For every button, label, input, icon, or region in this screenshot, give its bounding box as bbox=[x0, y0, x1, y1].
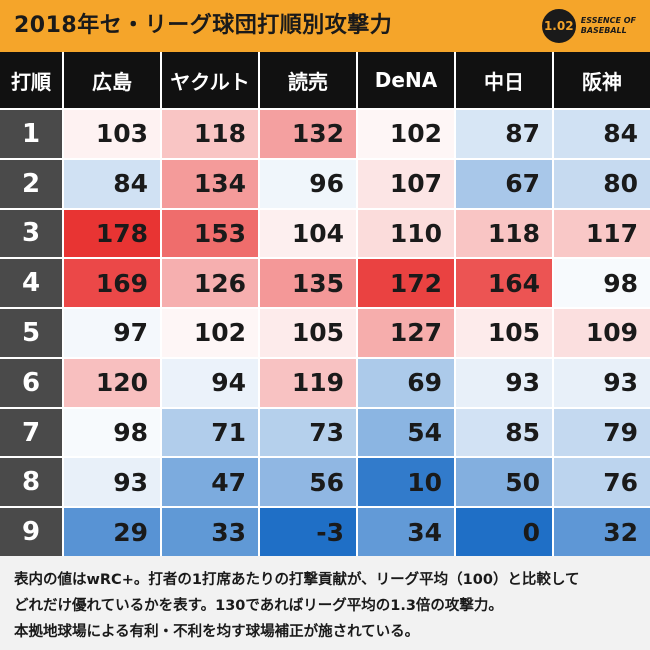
heatmap-cell: 102 bbox=[358, 110, 454, 158]
heatmap-cell: 105 bbox=[456, 309, 552, 357]
heatmap-cell: 164 bbox=[456, 259, 552, 308]
heatmap-cell: 97 bbox=[64, 309, 160, 357]
logo-text: ESSENCE OF BASEBALL bbox=[581, 16, 636, 36]
logo-line-1: ESSENCE OF bbox=[580, 16, 636, 25]
heatmap-cell: 120 bbox=[64, 358, 160, 407]
heatmap-cell: 102 bbox=[162, 309, 258, 357]
heatmap-cell: 67 bbox=[456, 159, 552, 208]
heatmap-cell: 76 bbox=[554, 458, 650, 507]
heatmap-cell: 117 bbox=[554, 209, 650, 258]
heatmap-cell: -3 bbox=[260, 508, 356, 556]
heatmap-cell: 107 bbox=[358, 159, 454, 208]
heatmap-cell: 93 bbox=[64, 458, 160, 507]
heatmap-cell: 104 bbox=[260, 209, 356, 258]
heatmap-cell: 54 bbox=[358, 408, 454, 457]
heatmap-cell: 79 bbox=[554, 408, 650, 457]
heatmap-cell: 69 bbox=[358, 358, 454, 407]
heatmap-cell: 172 bbox=[358, 259, 454, 308]
heatmap-cell: 50 bbox=[456, 458, 552, 507]
row-header: 5 bbox=[0, 309, 62, 357]
chart-title: 2018年セ・リーグ球団打順別攻撃力 bbox=[14, 13, 393, 38]
logo: 1.02 ESSENCE OF BASEBALL bbox=[541, 9, 636, 43]
logo-badge: 1.02 bbox=[541, 9, 576, 43]
row-header: 6 bbox=[0, 358, 62, 407]
heatmap-cell: 118 bbox=[456, 209, 552, 258]
footer-line-1: 表内の値はwRC+。打者の1打席あたりの打撃貢献が、リーグ平均（100）と比較し… bbox=[14, 572, 580, 588]
heatmap-cell: 132 bbox=[260, 110, 356, 158]
column-header: DeNA bbox=[358, 52, 454, 108]
heatmap-cell: 0 bbox=[456, 508, 552, 556]
heatmap-cell: 105 bbox=[260, 309, 356, 357]
heatmap-cell: 32 bbox=[554, 508, 650, 556]
row-header: 9 bbox=[0, 508, 62, 556]
column-header: 阪神 bbox=[554, 52, 650, 108]
heatmap-cell: 169 bbox=[64, 259, 160, 308]
heatmap-cell: 56 bbox=[260, 458, 356, 507]
heatmap-cell: 71 bbox=[162, 408, 258, 457]
heatmap-cell: 103 bbox=[64, 110, 160, 158]
heatmap-cell: 29 bbox=[64, 508, 160, 556]
heatmap-cell: 98 bbox=[554, 259, 650, 308]
heatmap-cell: 119 bbox=[260, 358, 356, 407]
heatmap-cell: 96 bbox=[260, 159, 356, 208]
heatmap-cell: 87 bbox=[456, 110, 552, 158]
column-header: 中日 bbox=[456, 52, 552, 108]
heatmap-cell: 33 bbox=[162, 508, 258, 556]
footer-line-2: どれだけ優れているかを表す。130であればリーグ平均の1.3倍の攻撃力。 bbox=[14, 598, 503, 614]
column-header: ヤクルト bbox=[162, 52, 258, 108]
heatmap-cell: 98 bbox=[64, 408, 160, 457]
corner-header: 打順 bbox=[0, 52, 62, 108]
heatmap-table: 打順 広島 ヤクルト 読売 DeNA 中日 阪神 1 103 118 132 102 87 84 2 84 13… bbox=[0, 52, 650, 556]
column-header: 読売 bbox=[260, 52, 356, 108]
heatmap-cell: 134 bbox=[162, 159, 258, 208]
heatmap-cell: 80 bbox=[554, 159, 650, 208]
heatmap-cell: 118 bbox=[162, 110, 258, 158]
title-bar: 2018年セ・リーグ球団打順別攻撃力 1.02 ESSENCE OF BASEB… bbox=[0, 0, 650, 52]
column-header: 広島 bbox=[64, 52, 160, 108]
heatmap-cell: 153 bbox=[162, 209, 258, 258]
heatmap-cell: 47 bbox=[162, 458, 258, 507]
heatmap-cell: 178 bbox=[64, 209, 160, 258]
heatmap-cell: 10 bbox=[358, 458, 454, 507]
heatmap-cell: 109 bbox=[554, 309, 650, 357]
heatmap-cell: 93 bbox=[554, 358, 650, 407]
heatmap-cell: 84 bbox=[554, 110, 650, 158]
footer-note: 表内の値はwRC+。打者の1打席あたりの打撃貢献が、リーグ平均（100）と比較し… bbox=[0, 556, 650, 650]
heatmap-cell: 73 bbox=[260, 408, 356, 457]
row-header: 7 bbox=[0, 408, 62, 457]
heatmap-cell: 94 bbox=[162, 358, 258, 407]
row-header: 1 bbox=[0, 110, 62, 158]
heatmap-cell: 127 bbox=[358, 309, 454, 357]
heatmap-cell: 126 bbox=[162, 259, 258, 308]
heatmap-cell: 110 bbox=[358, 209, 454, 258]
row-header: 2 bbox=[0, 159, 62, 208]
logo-line-2: BASEBALL bbox=[580, 26, 627, 35]
heatmap-cell: 93 bbox=[456, 358, 552, 407]
footer-line-3: 本拠地球場による有利・不利を均す球場補正が施されている。 bbox=[14, 624, 420, 640]
row-header: 8 bbox=[0, 458, 62, 507]
row-header: 3 bbox=[0, 209, 62, 258]
heatmap-cell: 84 bbox=[64, 159, 160, 208]
heatmap-cell: 85 bbox=[456, 408, 552, 457]
row-header: 4 bbox=[0, 259, 62, 308]
heatmap-cell: 135 bbox=[260, 259, 356, 308]
heatmap-cell: 34 bbox=[358, 508, 454, 556]
